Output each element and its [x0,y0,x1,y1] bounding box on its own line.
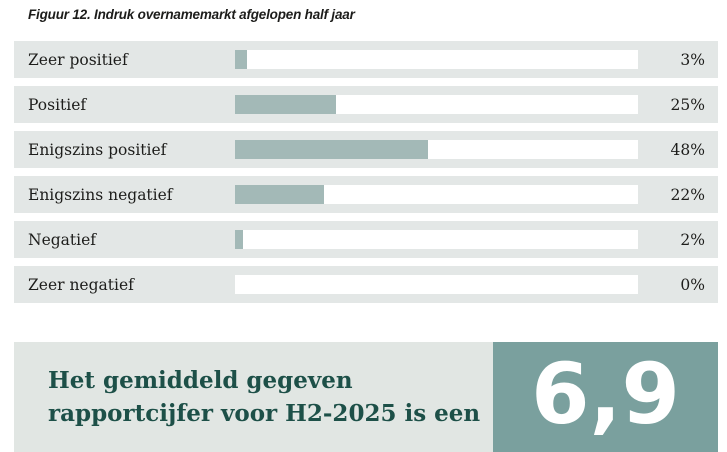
value-label: 25% [670,95,705,114]
bar-fill [235,50,248,69]
category-label: Positief [28,95,87,114]
category-label: Zeer negatief [28,275,134,294]
bar-track [235,230,638,249]
category-label: Negatief [28,230,96,249]
summary-text-line2: rapportcijfer voor H2-2025 is een [48,400,481,427]
value-label: 22% [670,185,705,204]
chart-row: Zeer negatief 0% [14,266,718,303]
score-box: 6,9 [493,342,718,452]
bar-fill [235,185,324,204]
summary-banner: Het gemiddeld gegeven rapportcijfer voor… [14,342,718,452]
chart-row: Enigszins negatief 22% [14,176,718,213]
bar-track [235,50,638,69]
chart-row: Negatief 2% [14,221,718,258]
summary-text: Het gemiddeld gegeven rapportcijfer voor… [14,342,493,452]
bar-track [235,275,638,294]
category-label: Enigszins positief [28,140,167,159]
category-label: Zeer positief [28,50,128,69]
chart-rows: Zeer positief 3% Positief 25% Enigszins posi… [14,41,718,311]
value-label: 0% [680,275,705,294]
chart-row: Zeer positief 3% [14,41,718,78]
category-label: Enigszins negatief [28,185,173,204]
figure-title: Figuur 12. Indruk overnamemarkt afgelope… [28,7,355,22]
bar-fill [235,95,336,114]
value-label: 48% [670,140,705,159]
bar-track [235,140,638,159]
score-value: 6,9 [531,345,680,443]
chart-row: Enigszins positief 48% [14,131,718,168]
bar-fill [235,140,429,159]
bar-track [235,185,638,204]
value-label: 3% [680,50,705,69]
bar-fill [235,230,244,249]
summary-text-line1: Het gemiddeld gegeven [48,367,353,394]
bar-track [235,95,638,114]
chart-row: Positief 25% [14,86,718,123]
value-label: 2% [680,230,705,249]
